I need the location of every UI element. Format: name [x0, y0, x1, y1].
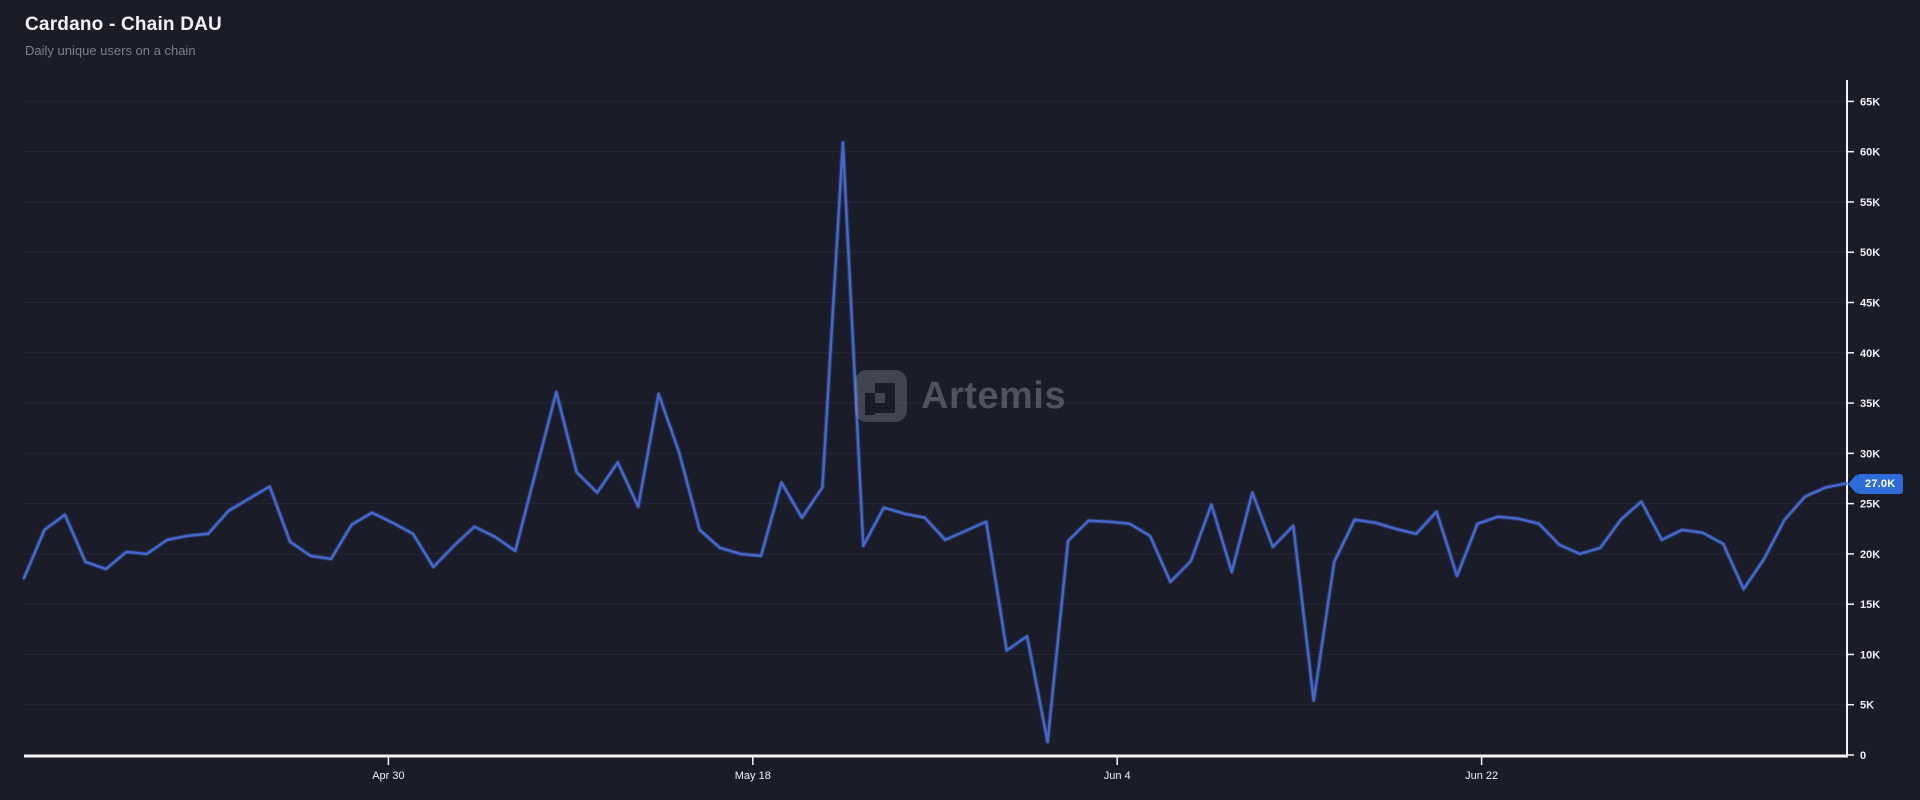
chart-header: Cardano - Chain DAU Daily unique users o…: [25, 14, 222, 58]
y-axis-label: 60K: [1860, 147, 1880, 159]
page-subtitle: Daily unique users on a chain: [25, 43, 196, 58]
y-axis-label: 55K: [1860, 197, 1880, 209]
dau-line-glow: [21, 140, 1849, 745]
y-axis-label: 45K: [1860, 298, 1880, 310]
y-axis-label: 35K: [1860, 398, 1880, 410]
y-axis-label: 25K: [1860, 499, 1880, 511]
y-axis-label: 50K: [1860, 247, 1880, 259]
y-axis-label: 15K: [1860, 599, 1880, 611]
badge-arrow-icon: [1848, 473, 1857, 494]
page-title: Cardano - Chain DAU: [25, 14, 222, 35]
badge-value: 27.0K: [1857, 473, 1904, 494]
y-axis-label: 40K: [1860, 348, 1880, 360]
y-axis-label: 30K: [1860, 448, 1880, 460]
y-axis-label: 65K: [1860, 96, 1880, 108]
x-axis-label: Jun 4: [1104, 770, 1131, 782]
dau-line-series: [22, 141, 1848, 744]
y-axis-label: 10K: [1860, 649, 1880, 661]
last-value-badge: 27.0K: [1848, 473, 1904, 494]
y-axis-label: 5K: [1860, 700, 1874, 712]
y-axis-label: 20K: [1860, 549, 1880, 561]
x-axis-label: May 18: [735, 770, 771, 782]
y-axis-label: 0: [1860, 750, 1866, 762]
x-axis-label: Apr 30: [372, 770, 404, 782]
x-axis-label: Jun 22: [1465, 770, 1498, 782]
